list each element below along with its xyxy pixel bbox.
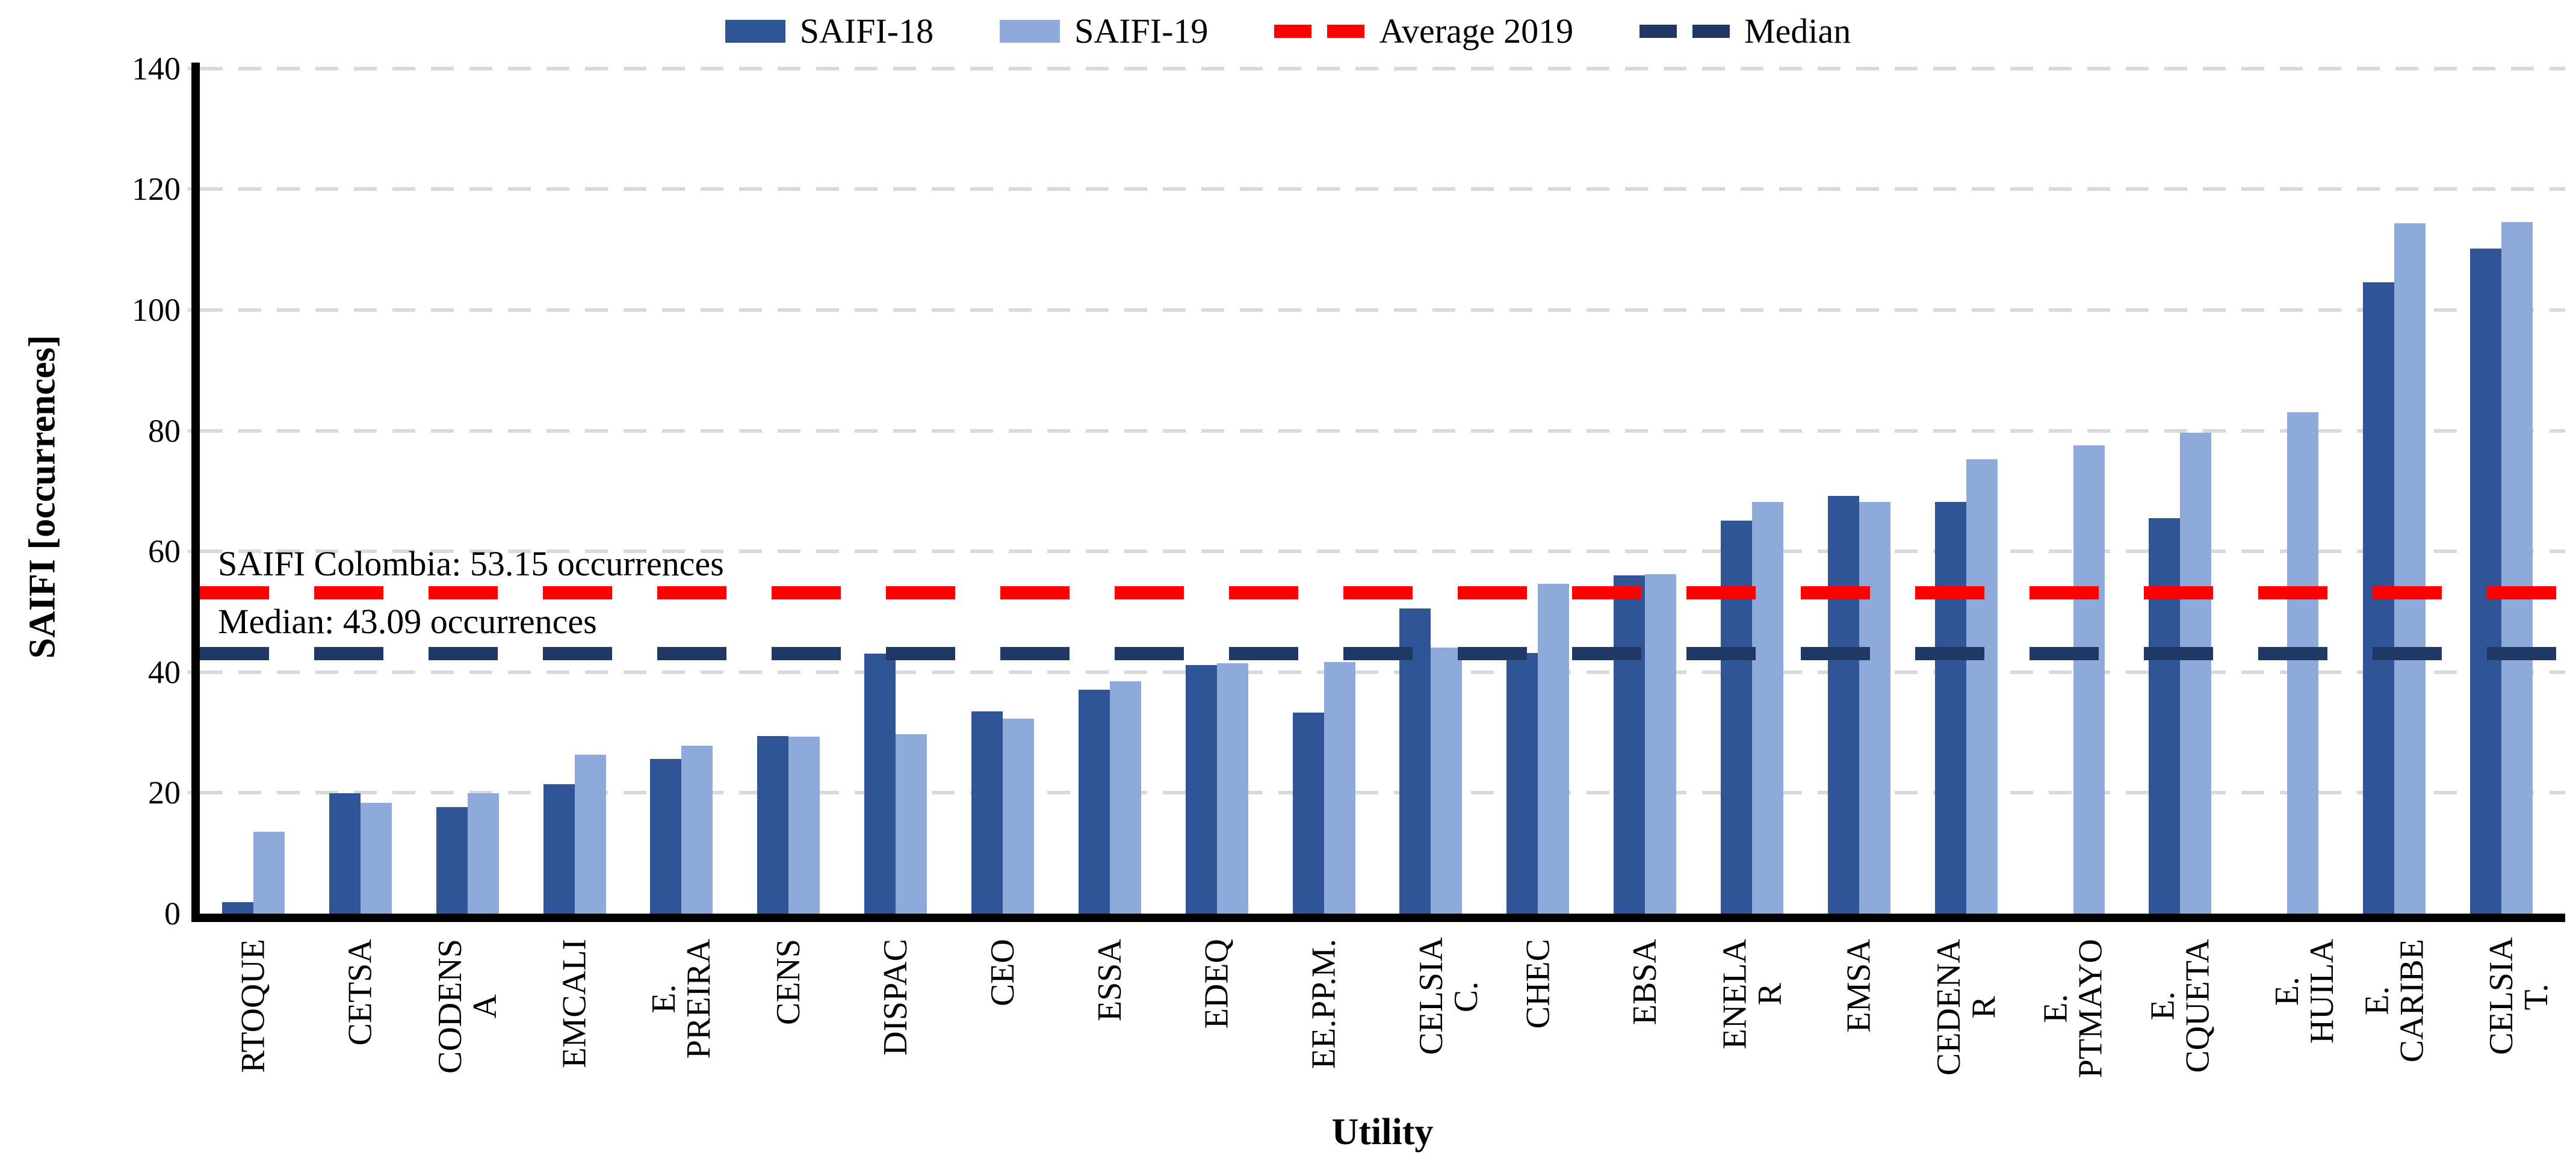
bar-saifi-19-e-huila (2287, 412, 2318, 914)
legend-label-saifi19: SAIFI-19 (1074, 11, 1209, 51)
y-tick-label-120: 120 (132, 171, 181, 208)
x-category-label-e-huila: E. HUILA (2268, 938, 2341, 1044)
bar-saifi-18-edeq (1186, 665, 1217, 914)
y-tick-label-20: 20 (148, 775, 181, 811)
gridline-120 (200, 187, 2565, 191)
x-category-label-cedenar: CEDENA R (1930, 939, 2002, 1076)
y-tick-label-140: 140 (132, 50, 181, 87)
legend-label-saifi18: SAIFI-18 (799, 11, 934, 51)
navy-dashed-line-icon (1639, 24, 1730, 38)
x-category-label-ceo: CEO (983, 939, 1021, 1006)
x-category-label-emcali: EMCALI (556, 939, 593, 1068)
bar-saifi-19-cens (788, 737, 820, 914)
x-category-label-e-preira: E. PREIRA (645, 939, 718, 1059)
bar-saifi-19-codensa (468, 793, 499, 914)
bar-saifi-19-enelar (1752, 502, 1783, 914)
bar-saifi-19-ee-pp-m- (1324, 662, 1355, 914)
y-tick-label-80: 80 (148, 412, 181, 449)
y-tick-label-0: 0 (164, 896, 181, 932)
y-axis-title: SAIFI [occurrences] (22, 335, 63, 659)
x-category-label-e-ptmayo: E. PTMAYO (2037, 939, 2110, 1079)
x-category-label-enelar: ENELA R (1716, 939, 1789, 1050)
chart-legend: SAIFI-18 SAIFI-19 Average 2019 Median (0, 11, 2576, 51)
x-category-label-chec: CHEC (1519, 939, 1557, 1029)
gridline-40 (200, 670, 2565, 674)
x-category-label-e-cqueta: E. CQUETA (2144, 939, 2217, 1073)
x-category-label-edeq: EDEQ (1198, 939, 1236, 1029)
bar-saifi-19-essa (1110, 681, 1141, 914)
gridline-60 (200, 549, 2565, 554)
y-tick-label-100: 100 (132, 292, 181, 328)
saifi19-swatch-icon (1000, 19, 1060, 43)
gridline-140 (200, 66, 2565, 70)
bar-saifi-18-ee-pp-m- (1293, 713, 1324, 914)
x-category-label-codensa: CODENS A (431, 939, 504, 1074)
bar-saifi-18-ceo (971, 711, 1003, 914)
bar-saifi-18-e-cqueta (2149, 518, 2180, 914)
bar-saifi-19-e-cqueta (2180, 433, 2211, 914)
bar-saifi-18-cens (757, 736, 788, 914)
x-category-label-e-caribe: E. CARIBE (2358, 939, 2431, 1063)
gridline-100 (200, 308, 2565, 312)
legend-item-saifi19: SAIFI-19 (1000, 11, 1208, 51)
bar-saifi-18-chec (1506, 653, 1538, 914)
x-category-label-celsia-t-: CELSIA T. (2483, 936, 2556, 1055)
ref-line-median (200, 646, 2565, 660)
x-axis-line (191, 914, 2565, 922)
bar-saifi-18-cedenar (1935, 502, 1966, 914)
bar-saifi-19-emsa (1859, 502, 1890, 914)
bar-saifi-19-dispac (896, 734, 927, 914)
x-category-label-celsia-c-: CELSIA C. (1412, 936, 1485, 1055)
x-category-label-cetsa: CETSA (341, 939, 379, 1046)
legend-item-median: Median (1639, 11, 1851, 51)
bar-saifi-18-enelar (1721, 521, 1752, 914)
x-category-label-essa: ESSA (1091, 939, 1129, 1021)
x-category-label-emsa: EMSA (1840, 939, 1878, 1033)
y-axis-line (191, 63, 200, 922)
x-category-label-dispac: DISPAC (877, 939, 915, 1056)
bar-saifi-19-e-ptmayo (2073, 445, 2105, 914)
bar-saifi-19-celsia-c- (1431, 648, 1462, 914)
x-axis-title: Utility (1331, 1112, 1434, 1153)
bar-saifi-19-edeq (1217, 663, 1248, 914)
bar-saifi-18-emcali (543, 784, 575, 914)
legend-item-saifi18: SAIFI-18 (725, 11, 933, 51)
bar-saifi-19-e-caribe (2394, 223, 2426, 914)
bar-saifi-18-codensa (436, 807, 468, 914)
bar-saifi-19-e-preira (681, 746, 713, 914)
bar-saifi-18-celsia-t- (2470, 249, 2501, 914)
annotation-average: SAIFI Colombia: 53.15 occurrences (218, 544, 724, 583)
bar-saifi-18-dispac (864, 654, 896, 914)
legend-label-average-2019: Average 2019 (1379, 11, 1574, 51)
gridline-20 (200, 791, 2565, 795)
ref-line-average-2019 (200, 586, 2565, 599)
bar-saifi-19-cedenar (1966, 459, 1998, 914)
bar-saifi-18-rtoque (222, 902, 253, 914)
x-category-label-rtoque: RTOQUE (234, 939, 272, 1073)
x-category-label-cens: CENS (770, 939, 808, 1026)
bar-saifi-19-ceo (1003, 719, 1034, 914)
bar-saifi-18-e-preira (650, 759, 681, 914)
bar-saifi-18-essa (1079, 690, 1110, 914)
bar-saifi-18-cetsa (329, 793, 361, 914)
bar-saifi-19-ebsa (1645, 574, 1676, 914)
y-tick-label-40: 40 (148, 654, 181, 690)
bar-saifi-18-ebsa (1614, 575, 1645, 914)
bar-saifi-19-celsia-t- (2501, 222, 2533, 914)
legend-label-median: Median (1744, 11, 1851, 51)
red-dashed-line-icon (1274, 24, 1365, 38)
annotation-median: Median: 43.09 occurrences (218, 602, 597, 641)
bar-saifi-19-chec (1538, 584, 1569, 914)
bar-saifi-19-rtoque (253, 832, 285, 914)
legend-item-average-2019: Average 2019 (1274, 11, 1573, 51)
bar-saifi-19-cetsa (361, 803, 392, 914)
saifi18-swatch-icon (725, 19, 785, 43)
gridline-80 (200, 429, 2565, 433)
bar-saifi-18-emsa (1828, 496, 1859, 914)
x-category-label-ee-pp-m-: EE.PP.M. (1305, 939, 1343, 1069)
bar-saifi-19-emcali (575, 755, 606, 914)
y-tick-label-60: 60 (148, 533, 181, 570)
x-category-label-ebsa: EBSA (1626, 939, 1664, 1026)
